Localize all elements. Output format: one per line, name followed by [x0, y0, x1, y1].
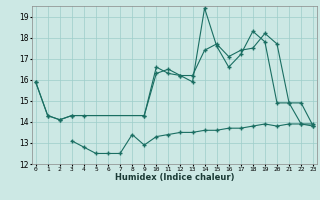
X-axis label: Humidex (Indice chaleur): Humidex (Indice chaleur) — [115, 173, 234, 182]
